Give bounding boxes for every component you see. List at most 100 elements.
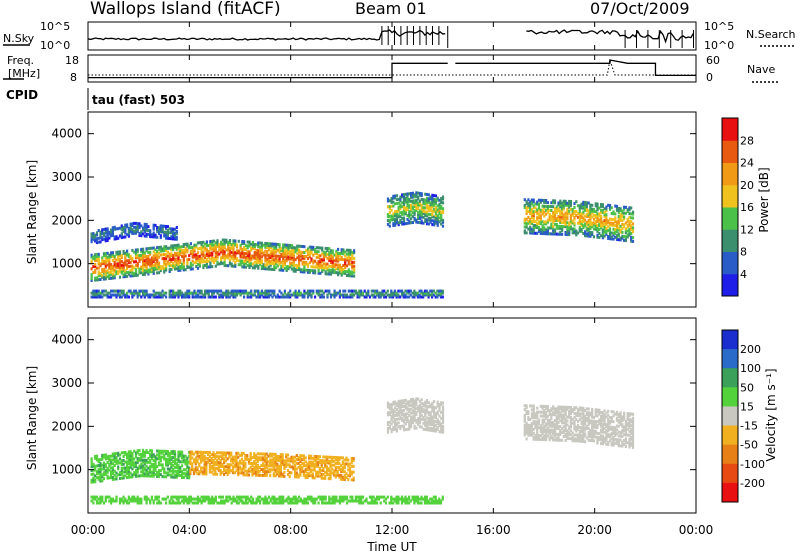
heatmap-cell xyxy=(179,264,182,268)
heatmap-cell xyxy=(159,230,162,234)
heatmap-cell xyxy=(546,428,549,432)
heatmap-cell xyxy=(397,421,400,425)
heatmap-cell xyxy=(205,464,208,468)
heatmap-cell xyxy=(256,473,259,477)
heatmap-cell xyxy=(165,266,168,270)
heatmap-cell xyxy=(264,293,267,297)
heatmap-cell xyxy=(552,411,555,415)
heatmap-cell xyxy=(406,420,409,423)
heatmap-cell xyxy=(163,268,166,272)
heatmap-cell xyxy=(173,267,177,271)
heatmap-cell xyxy=(399,427,402,430)
heatmap-cell xyxy=(587,234,590,238)
heatmap-cell xyxy=(525,437,528,441)
heatmap-cell xyxy=(189,265,192,269)
heatmap-cell xyxy=(325,455,329,459)
heatmap-cell xyxy=(523,415,526,419)
heatmap-cell xyxy=(392,412,395,416)
heatmap-cell xyxy=(200,258,203,262)
heatmap-cell xyxy=(614,216,617,220)
heatmap-cell xyxy=(124,273,127,277)
heatmap-cell xyxy=(154,457,157,461)
heatmap-cell xyxy=(156,465,159,469)
heatmap-cell xyxy=(305,291,308,295)
heatmap-cell xyxy=(120,463,123,467)
heatmap-cell xyxy=(410,199,413,203)
heatmap-cell xyxy=(377,293,380,297)
heatmap-cell xyxy=(196,255,200,259)
heatmap-cell xyxy=(193,295,196,299)
heatmap-cell xyxy=(118,476,122,480)
heatmap-cell xyxy=(301,270,304,274)
heatmap-cell xyxy=(110,466,113,470)
heatmap-cell xyxy=(328,253,331,256)
heatmap-cell xyxy=(548,438,551,442)
heatmap-cell xyxy=(111,264,114,268)
heatmap-cell xyxy=(417,407,420,411)
heatmap-cell xyxy=(612,218,615,222)
heatmap-cell xyxy=(429,216,432,220)
heatmap-cell xyxy=(221,244,224,248)
heatmap-cell xyxy=(202,258,205,262)
heatmap-cell xyxy=(145,458,148,462)
power-ylabel: Slant Range [km] xyxy=(25,160,39,264)
heatmap-cell xyxy=(315,291,318,295)
heatmap-cell xyxy=(285,455,288,459)
heatmap-cell xyxy=(578,214,581,218)
heatmap-cell xyxy=(131,232,134,235)
heatmap-cell xyxy=(541,232,544,235)
heatmap-cell xyxy=(530,433,533,437)
heatmap-cell xyxy=(126,472,129,476)
heatmap-cell xyxy=(182,293,185,297)
heatmap-cell xyxy=(102,237,106,241)
heatmap-cell xyxy=(541,220,544,224)
heatmap-cell xyxy=(397,403,400,407)
heatmap-cell xyxy=(231,461,235,465)
heatmap-cell xyxy=(321,268,324,272)
heatmap-cell xyxy=(113,264,116,268)
heatmap-cell xyxy=(99,278,102,281)
heatmap-cell xyxy=(281,474,284,478)
heatmap-cell xyxy=(411,399,414,403)
heatmap-cell xyxy=(248,264,251,267)
heatmap-cell xyxy=(596,218,599,222)
heatmap-cell xyxy=(145,259,148,262)
heatmap-cell xyxy=(587,226,590,230)
heatmap-cell xyxy=(282,255,285,259)
heatmap-cell xyxy=(292,269,295,273)
heatmap-cell xyxy=(221,250,224,254)
heatmap-cell xyxy=(184,472,187,476)
heatmap-cell xyxy=(527,416,530,419)
heatmap-cell xyxy=(418,417,422,421)
heatmap-cell xyxy=(216,252,219,256)
heatmap-cell xyxy=(397,207,400,211)
heatmap-cell xyxy=(235,249,239,253)
heatmap-cell xyxy=(431,427,434,431)
heatmap-cell xyxy=(134,291,138,295)
heatmap-cell xyxy=(418,411,422,415)
heatmap-cell xyxy=(598,218,601,222)
heatmap-cell xyxy=(140,456,143,460)
heatmap-cell xyxy=(165,249,168,252)
heatmap-cell xyxy=(205,291,208,295)
heatmap-cell xyxy=(413,405,416,409)
heatmap-cell xyxy=(395,293,398,297)
heatmap-cell xyxy=(241,242,244,245)
heatmap-cell xyxy=(275,256,278,260)
heatmap-cell xyxy=(228,239,232,242)
heatmap-cell xyxy=(152,266,155,269)
heatmap-cell xyxy=(106,257,109,261)
heatmap-cell xyxy=(552,230,555,234)
heatmap-cell xyxy=(429,197,432,201)
heatmap-cell xyxy=(285,255,288,259)
heatmap-cell xyxy=(283,251,286,255)
heatmap-cell xyxy=(338,267,341,271)
heatmap-cell xyxy=(95,295,99,299)
heatmap-cell xyxy=(575,231,578,235)
heatmap-cell xyxy=(104,255,107,259)
heatmap-cell xyxy=(214,251,217,255)
heatmap-cell xyxy=(179,460,182,464)
heatmap-cell xyxy=(417,417,420,421)
heatmap-cell xyxy=(198,462,201,466)
heatmap-cell xyxy=(425,196,429,200)
